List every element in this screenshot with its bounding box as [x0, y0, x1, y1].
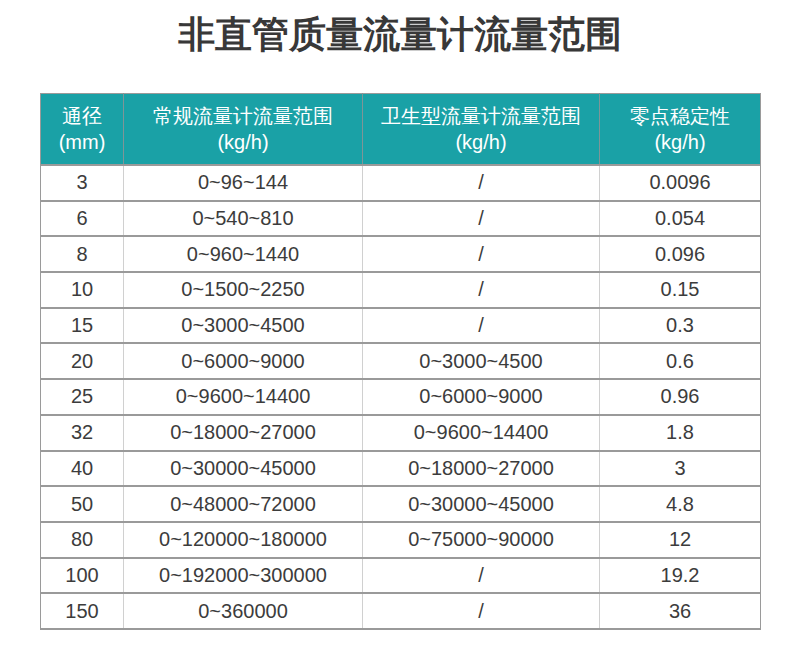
table-cell: 1.8 [600, 415, 761, 451]
table-row: 800~120000~1800000~75000~9000012 [41, 522, 761, 558]
table-cell: 25 [41, 379, 124, 415]
table-cell: 3 [41, 165, 124, 201]
table-row: 400~30000~450000~18000~270003 [41, 451, 761, 487]
table-row: 60~540~810/0.054 [41, 201, 761, 237]
table-row: 1500~360000/36 [41, 593, 761, 629]
table-cell: 20 [41, 343, 124, 379]
table-row: 100~1500~2250/0.15 [41, 272, 761, 308]
header-label: 通径 [41, 103, 123, 129]
table-cell: / [363, 593, 600, 629]
table-row: 150~3000~4500/0.3 [41, 308, 761, 344]
table-row: 1000~192000~300000/19.2 [41, 558, 761, 594]
table-cell: 0~9600~14400 [124, 379, 363, 415]
table-cell: 0~30000~45000 [363, 486, 600, 522]
table-row: 500~48000~720000~30000~450004.8 [41, 486, 761, 522]
table-cell: / [363, 236, 600, 272]
header-row: 通径 (mm) 常规流量计流量范围 (kg/h) 卫生型流量计流量范围 (kg/… [41, 94, 761, 166]
table-cell: 0~1500~2250 [124, 272, 363, 308]
table-cell: 0.054 [600, 201, 761, 237]
table-cell: 100 [41, 558, 124, 594]
table-cell: / [363, 558, 600, 594]
header-label: 常规流量计流量范围 [124, 103, 362, 129]
table-cell: 0~540~810 [124, 201, 363, 237]
table-cell: 0~75000~90000 [363, 522, 600, 558]
header-cell-diameter: 通径 (mm) [41, 94, 124, 166]
table-cell: 0.6 [600, 343, 761, 379]
table-cell: 4.8 [600, 486, 761, 522]
table-cell: 0~48000~72000 [124, 486, 363, 522]
table-cell: 80 [41, 522, 124, 558]
table-cell: 0~3000~4500 [363, 343, 600, 379]
table-cell: 10 [41, 272, 124, 308]
table-cell: 0.15 [600, 272, 761, 308]
header-cell-zero-stability: 零点稳定性 (kg/h) [600, 94, 761, 166]
table-cell: 0~192000~300000 [124, 558, 363, 594]
table-cell: / [363, 165, 600, 201]
table-cell: 0~96~144 [124, 165, 363, 201]
table-row: 30~96~144/0.0096 [41, 165, 761, 201]
header-unit: (kg/h) [600, 129, 760, 155]
table-cell: 0~18000~27000 [124, 415, 363, 451]
table-cell: 0~3000~4500 [124, 308, 363, 344]
table-cell: 0~120000~180000 [124, 522, 363, 558]
table-row: 80~960~1440/0.096 [41, 236, 761, 272]
header-label: 卫生型流量计流量范围 [363, 103, 599, 129]
table-cell: 150 [41, 593, 124, 629]
table-row: 200~6000~90000~3000~45000.6 [41, 343, 761, 379]
table-cell: 15 [41, 308, 124, 344]
header-unit: (mm) [41, 129, 123, 155]
table-cell: 0.0096 [600, 165, 761, 201]
flow-range-table: 通径 (mm) 常规流量计流量范围 (kg/h) 卫生型流量计流量范围 (kg/… [40, 93, 761, 630]
table-body: 30~96~144/0.009660~540~810/0.05480~960~1… [41, 165, 761, 629]
table-cell: 19.2 [600, 558, 761, 594]
table-cell: / [363, 308, 600, 344]
header-cell-sanitary-range: 卫生型流量计流量范围 (kg/h) [363, 94, 600, 166]
table-cell: 32 [41, 415, 124, 451]
table-cell: 0.096 [600, 236, 761, 272]
table-cell: 0.3 [600, 308, 761, 344]
table-cell: 0~30000~45000 [124, 451, 363, 487]
table-cell: 3 [600, 451, 761, 487]
table-cell: 8 [41, 236, 124, 272]
table-cell: 0.96 [600, 379, 761, 415]
table-cell: 40 [41, 451, 124, 487]
table-cell: 0~6000~9000 [363, 379, 600, 415]
header-unit: (kg/h) [363, 129, 599, 155]
header-label: 零点稳定性 [600, 103, 760, 129]
table-cell: 36 [600, 593, 761, 629]
table-cell: / [363, 272, 600, 308]
table-cell: 12 [600, 522, 761, 558]
table-cell: 0~18000~27000 [363, 451, 600, 487]
table-cell: / [363, 201, 600, 237]
table-cell: 50 [41, 486, 124, 522]
table-cell: 0~9600~14400 [363, 415, 600, 451]
table-cell: 0~360000 [124, 593, 363, 629]
page: 非直管质量流量计流量范围 通径 (mm) 常规流量计流量范围 (kg/h) 卫生… [0, 0, 800, 658]
table-cell: 0~960~1440 [124, 236, 363, 272]
table-cell: 0~6000~9000 [124, 343, 363, 379]
header-unit: (kg/h) [124, 129, 362, 155]
table-row: 250~9600~144000~6000~90000.96 [41, 379, 761, 415]
table-cell: 6 [41, 201, 124, 237]
table-header: 通径 (mm) 常规流量计流量范围 (kg/h) 卫生型流量计流量范围 (kg/… [41, 94, 761, 166]
page-title: 非直管质量流量计流量范围 [0, 12, 800, 58]
table-row: 320~18000~270000~9600~144001.8 [41, 415, 761, 451]
header-cell-regular-range: 常规流量计流量范围 (kg/h) [124, 94, 363, 166]
